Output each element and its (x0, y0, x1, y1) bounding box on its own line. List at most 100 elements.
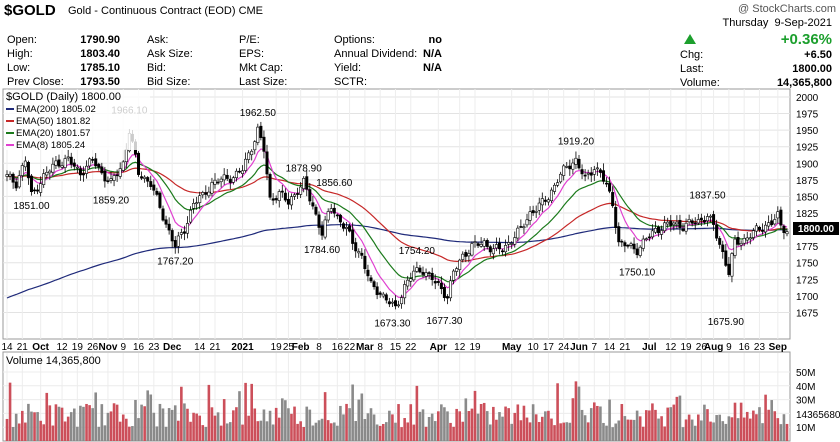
candle (167, 217, 171, 235)
volume-bar (528, 422, 532, 441)
candle (678, 214, 682, 235)
x-tick-label: Jun (570, 342, 588, 353)
volume-bar (739, 402, 743, 441)
volume-bar (589, 408, 593, 441)
volume-bar (247, 415, 250, 441)
candle (504, 239, 508, 257)
candle (308, 182, 312, 205)
volume-bar (345, 403, 348, 441)
volume-bar (507, 408, 510, 441)
volume-bar (305, 406, 309, 441)
volume-bar (228, 422, 232, 441)
volume-bar (696, 414, 700, 441)
volume-bar (482, 402, 486, 441)
y-tick-label: 1900 (796, 159, 819, 170)
candle (293, 192, 297, 201)
volume-bar (709, 421, 712, 441)
low-value: 1785.10 (80, 62, 120, 74)
up-arrow-icon (684, 34, 696, 44)
volume-bar (531, 404, 535, 441)
candle (198, 191, 202, 210)
x-tick-label: 22 (344, 342, 356, 353)
candle (574, 151, 578, 169)
candle (748, 233, 752, 245)
volume-bar (51, 425, 55, 441)
candle (5, 170, 9, 182)
candle (445, 294, 449, 305)
candle (458, 258, 462, 277)
volume-bar (219, 425, 223, 441)
candle (660, 225, 664, 240)
candle (736, 231, 740, 247)
candle (100, 162, 104, 175)
candle (72, 158, 76, 171)
candle (121, 160, 125, 172)
x-tick-label: 23 (148, 342, 160, 353)
volume-bar (782, 414, 786, 441)
candle (464, 249, 468, 263)
volume-bar (648, 410, 651, 441)
volume-bar (48, 405, 52, 441)
candle (559, 171, 563, 184)
candle (687, 214, 691, 225)
candle (767, 215, 771, 231)
volume-bar (256, 421, 260, 441)
volume-bar (620, 404, 624, 441)
x-tick-label: 12 (56, 342, 68, 353)
ema-20-line (6, 161, 788, 283)
volume-bar (173, 405, 177, 441)
volume-bar (167, 408, 171, 441)
volume-bar (635, 410, 639, 441)
volume-bar (660, 416, 663, 441)
candle (85, 160, 89, 179)
svg-text:1800.00: 1800.00 (798, 224, 835, 235)
candle (182, 225, 186, 241)
candle (8, 171, 12, 181)
volume-bar (476, 413, 480, 441)
volume-bar (378, 425, 382, 441)
volume-bar (586, 422, 590, 441)
volume-bar (66, 416, 70, 441)
candle (213, 173, 217, 189)
volume-bar (550, 418, 553, 441)
candle (231, 175, 235, 185)
volume-bar (473, 390, 477, 441)
volume-bar (210, 407, 214, 441)
candle (259, 121, 263, 141)
candle (733, 234, 737, 259)
candle (592, 165, 596, 181)
ema-lines (6, 148, 788, 299)
candle (436, 278, 440, 286)
volume-bar (553, 425, 556, 441)
y-tick-label: 2000 (796, 93, 819, 104)
change-percent: +0.36% (780, 31, 832, 48)
volume-bar (430, 413, 434, 441)
candle (351, 222, 355, 250)
candle (369, 274, 373, 283)
candle (565, 162, 569, 169)
candle (491, 244, 495, 260)
svg-text:14365680: 14365680 (796, 410, 840, 421)
volume-bar (617, 420, 621, 441)
volume-bar (690, 419, 694, 441)
candle (657, 225, 661, 237)
candle (247, 150, 251, 164)
watermark: @ StockCharts.com (738, 3, 836, 15)
candle (234, 168, 238, 182)
candle (724, 243, 728, 267)
volume-bar (504, 406, 507, 441)
candle (562, 164, 566, 181)
candle (314, 204, 318, 216)
candle (381, 291, 385, 299)
volume-bar (164, 426, 168, 441)
volume-bar (39, 420, 42, 441)
volume-bar (654, 409, 657, 441)
candle (586, 169, 590, 180)
candle (421, 266, 425, 278)
volume-bar (320, 418, 324, 441)
candle (699, 213, 703, 227)
x-tick-label: 26 (696, 342, 708, 353)
price-annotation: 1784.60 (304, 245, 341, 256)
volume-bar (436, 411, 440, 441)
volume-bar (672, 404, 676, 441)
